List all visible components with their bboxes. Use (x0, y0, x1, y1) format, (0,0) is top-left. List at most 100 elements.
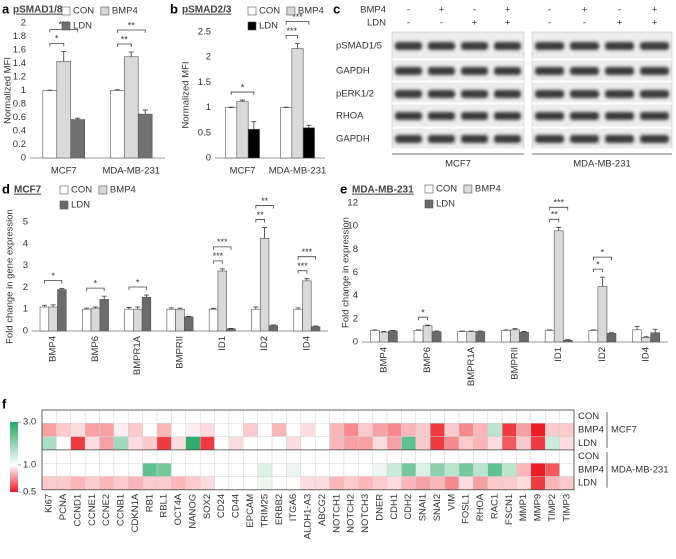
heatmap-cell (257, 409, 273, 424)
legend-label: LDN (436, 199, 455, 210)
treatment-sign: - (618, 5, 621, 16)
bar (251, 308, 261, 332)
colorbar-tick-label: 3.0 (23, 417, 36, 428)
legend-swatch (463, 184, 473, 194)
band-label: pSMAD1/5 (336, 41, 382, 52)
chart-title: MDA-MB-231 (352, 185, 414, 196)
column-label: DNER (374, 494, 385, 521)
y-tick-label: 0.2 (13, 139, 26, 150)
significance-label: * (55, 34, 59, 44)
heatmap-cell (329, 463, 345, 477)
heatmap-cell (372, 436, 388, 451)
blot-band (395, 135, 422, 143)
treatment-sign: - (583, 18, 586, 29)
blot-band (494, 67, 521, 75)
heatmap-cell (113, 476, 129, 491)
heatmap-cell (228, 436, 244, 451)
column-label: CDH2 (403, 494, 414, 520)
error-bar (142, 109, 148, 115)
heatmap-cell (142, 463, 158, 477)
significance-label: ** (261, 196, 269, 206)
y-axis-label: Normalized MFI (181, 61, 192, 128)
heatmap-cell (243, 476, 258, 491)
column-label: CCNB1 (116, 494, 127, 526)
heatmap-cell (444, 463, 460, 477)
bar (632, 329, 642, 343)
y-tick-label: 4 (353, 290, 358, 301)
heatmap-cell (487, 463, 503, 477)
column-label: TIMP3 (561, 494, 572, 522)
heatmap-cell (545, 423, 560, 437)
heatmap-cell (545, 449, 560, 464)
blot-band (395, 67, 422, 75)
heatmap-cell (257, 463, 273, 477)
heatmap-cell (128, 409, 143, 424)
treatment-sign: + (472, 18, 478, 29)
heatmap-cell (559, 463, 575, 477)
y-tick-label: 2.5 (198, 27, 211, 38)
heatmap-cell (458, 423, 474, 437)
x-tick-label: MCF7 (230, 166, 256, 177)
significance-label: *** (287, 26, 298, 36)
error-bar (306, 124, 312, 128)
group-label: MCF7 (611, 424, 637, 435)
y-tick-label: 2 (21, 18, 26, 29)
significance-label: * (51, 271, 55, 281)
blot-band (570, 112, 599, 120)
heatmap-cell (128, 436, 143, 451)
legend-swatch (286, 6, 296, 16)
y-tick-label: 10 (347, 221, 358, 232)
column-label: ABCG2 (317, 494, 328, 526)
row-label: LDN (578, 438, 597, 449)
y-tick-label: 1.5 (198, 77, 211, 88)
significance-label: *** (297, 261, 308, 271)
legend-swatch (98, 185, 108, 195)
heatmap-cell (358, 449, 373, 464)
bar (226, 328, 236, 332)
column-label: NOTCH2 (346, 494, 357, 533)
treatment-sign: - (440, 18, 443, 29)
treatment-sign: + (505, 5, 511, 16)
heatmap-cell (113, 423, 129, 437)
treatment-sign: - (548, 5, 551, 16)
heatmap-cell (329, 476, 345, 491)
blot-band (494, 42, 521, 50)
x-tick-label: MDA-MB-231 (269, 166, 327, 177)
heatmap-cell (444, 423, 460, 437)
error-bar (547, 329, 553, 331)
heatmap-cell (530, 476, 546, 491)
heatmap-cell (487, 476, 503, 491)
heatmap-cell (501, 436, 517, 451)
heatmap-cell (271, 409, 287, 424)
heatmap-cell (372, 463, 388, 477)
error-bar (283, 106, 289, 108)
column-label: SNAI2 (432, 494, 443, 521)
bar (247, 128, 260, 159)
bar (510, 329, 520, 343)
bar (82, 308, 92, 332)
heatmap-cell (487, 409, 503, 424)
error-bar (219, 268, 225, 272)
bar (175, 308, 185, 332)
x-tick-label: ID1 (217, 336, 228, 351)
heatmap-cell (430, 423, 445, 437)
significance-bracket (418, 316, 428, 321)
significance-bracket (49, 42, 65, 47)
heatmap-cell (156, 409, 172, 424)
legend-swatch (424, 199, 434, 209)
heatmap-cell (501, 476, 517, 491)
bar (291, 48, 304, 159)
error-bar (521, 331, 527, 333)
heatmap-cell (329, 409, 345, 424)
blot-band (640, 112, 669, 120)
significance-label: *** (217, 237, 228, 247)
heatmap-cell (430, 476, 445, 491)
heatmap-cell (358, 463, 373, 477)
treatment-sign: + (617, 18, 623, 29)
error-bar (240, 99, 245, 102)
heatmap-cell (185, 463, 201, 477)
error-bar (168, 307, 174, 310)
y-tick-label: 1.4 (13, 58, 26, 69)
blot-band (494, 90, 521, 98)
